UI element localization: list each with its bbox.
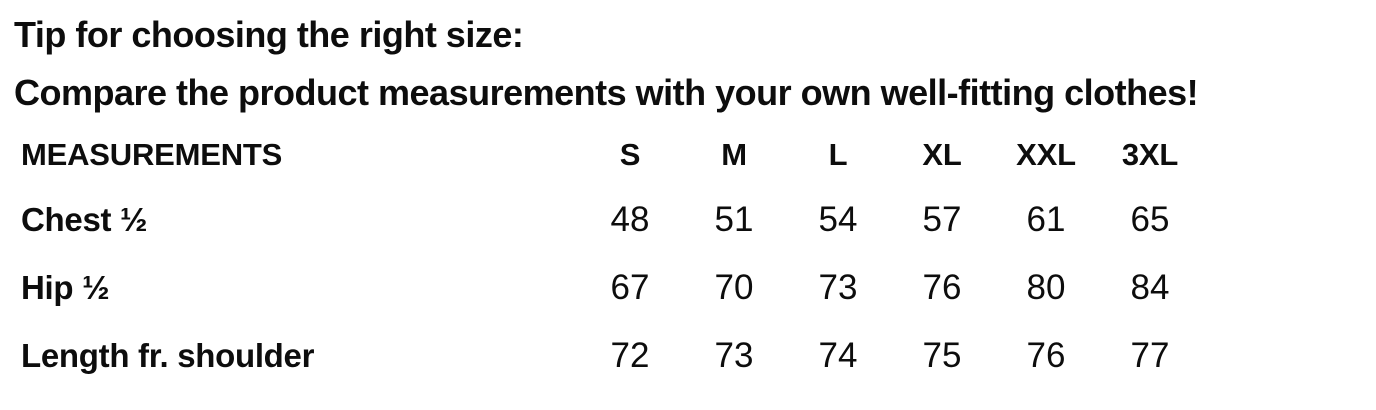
table-cell: 72 [610, 336, 650, 375]
table-cell: 57 [922, 200, 962, 239]
table-cell: 67 [610, 268, 650, 307]
table-cell: 75 [922, 336, 962, 375]
row-label-chest: Chest ½ [21, 201, 148, 238]
size-table: MEASUREMENTS S M L XL XXL 3XL Chest ½ 48… [21, 124, 1202, 390]
table-cell: 73 [714, 336, 754, 375]
tip-heading: Tip for choosing the right size: Compare… [14, 6, 1376, 122]
table-cell: 84 [1130, 268, 1170, 307]
table-cell: 76 [1026, 336, 1066, 375]
row-label-hip: Hip ½ [21, 269, 110, 306]
table-row-chest: Chest ½ 48 51 54 57 61 65 [21, 186, 1202, 254]
column-header-size-m: M [721, 137, 747, 172]
tip-line-2: Compare the product measurements with yo… [14, 72, 1199, 113]
column-header-size-xl: XL [922, 137, 962, 172]
column-header-size-3xl: 3XL [1121, 137, 1179, 172]
table-row-length: Length fr. shoulder 72 73 74 75 76 77 [21, 322, 1202, 390]
table-cell: 76 [922, 268, 962, 307]
table-cell: 77 [1130, 336, 1170, 375]
table-row-hip: Hip ½ 67 70 73 76 80 84 [21, 254, 1202, 322]
column-header-size-l: L [828, 137, 848, 172]
table-cell: 48 [610, 200, 650, 239]
tip-line-1: Tip for choosing the right size: [14, 14, 524, 55]
table-cell: 54 [818, 200, 858, 239]
table-cell: 80 [1026, 268, 1066, 307]
column-header-size-xxl: XXL [1016, 137, 1076, 172]
table-cell: 74 [818, 336, 858, 375]
row-label-length: Length fr. shoulder [21, 337, 315, 374]
column-header-size-s: S [619, 137, 641, 172]
table-cell: 70 [714, 268, 754, 307]
table-cell: 65 [1130, 200, 1170, 239]
table-cell: 51 [714, 200, 754, 239]
size-guide-section: Tip for choosing the right size: Compare… [14, 6, 1376, 390]
table-cell: 61 [1026, 200, 1066, 239]
table-cell: 73 [818, 268, 858, 307]
size-table-header-row: MEASUREMENTS S M L XL XXL 3XL [21, 124, 1202, 186]
column-header-measurements: MEASUREMENTS [21, 137, 283, 172]
